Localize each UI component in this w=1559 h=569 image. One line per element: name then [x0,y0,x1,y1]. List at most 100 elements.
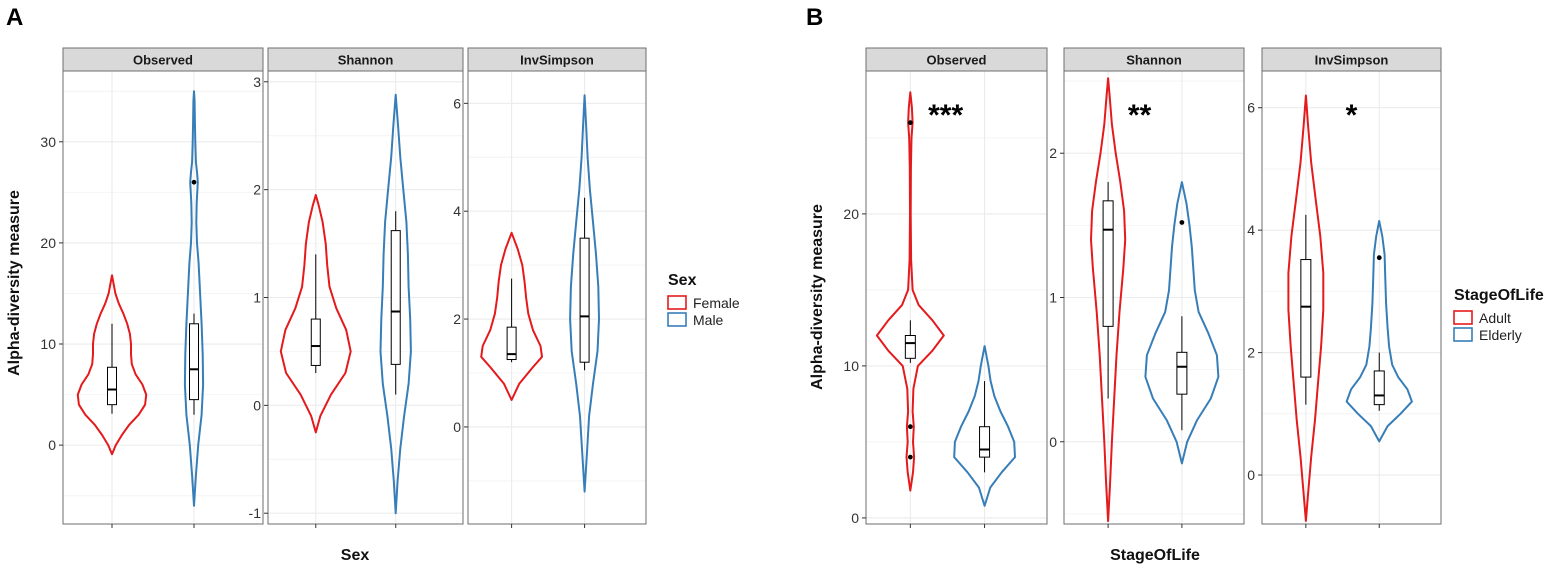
legend-key-female [667,295,687,310]
violin-female [76,274,148,456]
facet-strip [267,47,464,72]
y-tick-label: 3 [253,74,261,90]
facet-b-shannon: Shannon 0 1 2 ** [1049,47,1245,528]
facet-b-observed: Observed 0 10 20 *** [843,47,1048,528]
y-tick-label: 0 [253,397,261,413]
facet-b-invsimpson: InvSimpson 0 2 4 6 * [1247,47,1442,528]
facet-strip [62,47,264,72]
y-tick-label: 10 [40,336,56,352]
significance-label: *** [928,99,963,132]
significance-label: ** [1128,99,1152,132]
y-tick-label: 2 [453,311,461,327]
y-tick-label: 1 [253,290,261,306]
facet-a-invsimpson: InvSimpson 0 2 4 6 [453,47,647,528]
violin-male [183,90,205,507]
facet-strip [865,47,1048,72]
panel-letter-a: A [6,4,23,31]
box-iqr [310,318,321,366]
legend-label-male: Male [693,312,724,328]
y-tick-label: 6 [1247,100,1255,116]
box-iqr [1373,370,1385,406]
box-iqr [506,326,517,361]
violin-elderly [1144,181,1220,465]
y-tick-label: 30 [40,134,56,150]
outlier-point [907,120,913,126]
panel-letter-b: B [806,4,823,31]
legend-title-b: StageOfLife [1454,287,1544,304]
violin-adult [875,91,945,492]
violin-adult [1090,77,1127,523]
y-tick-label: 20 [843,206,859,222]
facets-b: Observed 0 10 20 *** Shannon 0 1 2 ** InvSimpson 0 2… [843,47,1442,528]
facet-strip-label: InvSimpson [1315,53,1389,68]
legend-label-adult: Adult [1479,310,1511,326]
violin-adult [1287,94,1325,522]
outlier-point [907,424,913,430]
panel-border [865,70,1048,525]
facet-strip-label: Observed [133,53,193,68]
y-tick-label: -1 [249,505,262,521]
y-axis-title-a: Alpha-diversity measure [6,190,23,376]
violin-elderly [953,345,1016,507]
y-tick-label: 0 [851,510,859,526]
box-iqr [1102,200,1114,327]
legend-key-adult [1453,310,1473,325]
y-tick-label: 10 [843,358,859,374]
panel-border [467,70,647,525]
y-tick-label: 4 [453,203,461,219]
violin-elderly [1345,220,1413,443]
violin-male [379,93,412,515]
legend-b: StageOfLife Adult Elderly [1453,287,1544,343]
y-tick-label: 2 [253,182,261,198]
legend-title-a: Sex [668,272,697,289]
legend-label-elderly: Elderly [1479,327,1522,343]
box-iqr [107,366,117,406]
y-tick-label: 0 [48,437,56,453]
facet-strip [1261,47,1442,72]
facet-strip [1063,47,1245,72]
facets-a: Observed 0 10 20 30 Shannon -1 0 1 2 3 InvSimpson 0 2… [40,47,647,528]
box-iqr [1300,259,1312,378]
legend-label-female: Female [693,295,740,311]
box-iqr [579,237,590,363]
panel-border [62,70,264,525]
x-axis-title-a: Sex [341,547,370,564]
figure-b: B Alpha-diversity measure StageOfLife Ob… [806,4,1544,564]
legend-key-elderly [1453,327,1473,342]
violin-female [279,194,352,434]
facet-strip-label: Shannon [1126,53,1182,68]
y-tick-label: 0 [1247,467,1255,483]
y-tick-label: 1 [1049,290,1057,306]
y-tick-label: 0 [453,419,461,435]
facet-strip-label: Observed [927,53,987,68]
violin-male [569,94,600,493]
facet-strip-label: InvSimpson [520,53,594,68]
facet-strip [467,47,647,72]
box-iqr [1176,351,1188,395]
x-axis-title-b: StageOfLife [1110,547,1200,564]
figure-a: A Alpha-diversity measure Sex Observed 0 1… [6,4,740,564]
box-iqr [979,426,991,458]
legend-key-male [667,312,687,327]
y-tick-label: 0 [1049,434,1057,450]
significance-label: * [1346,99,1358,132]
box-iqr [390,230,401,365]
y-tick-label: 6 [453,95,461,111]
facet-strip-label: Shannon [338,53,394,68]
legend-a: Sex Female Male [667,272,740,328]
y-tick-label: 20 [40,235,56,251]
box-iqr [904,335,916,359]
y-tick-label: 2 [1049,145,1057,161]
violin-female [480,231,543,401]
box-iqr [189,323,199,401]
outlier-point [907,454,913,460]
outlier-point [1376,255,1382,261]
y-tick-label: 4 [1247,222,1255,238]
y-tick-label: 2 [1247,345,1255,361]
outlier-point [1179,220,1185,225]
outlier-point [191,179,197,185]
facet-a-shannon: Shannon -1 0 1 2 3 [249,47,464,528]
y-axis-title-b: Alpha-diversity measure [809,204,826,390]
